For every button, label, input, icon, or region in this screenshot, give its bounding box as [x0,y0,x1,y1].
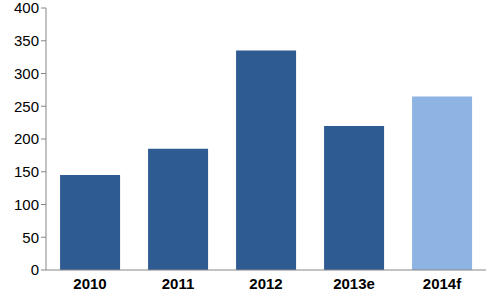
svg-text:300: 300 [14,65,39,82]
svg-text:2011: 2011 [162,275,195,292]
svg-text:50: 50 [22,229,39,246]
svg-text:100: 100 [14,196,39,213]
svg-text:350: 350 [14,32,39,49]
svg-text:150: 150 [14,163,39,180]
svg-text:250: 250 [14,98,39,115]
svg-text:2010: 2010 [73,275,106,292]
svg-text:2012: 2012 [249,275,282,292]
svg-text:200: 200 [14,130,39,147]
svg-text:400: 400 [14,0,39,16]
svg-text:2014f: 2014f [423,275,462,292]
svg-text:2013e: 2013e [333,275,375,292]
svg-text:0: 0 [31,261,39,278]
